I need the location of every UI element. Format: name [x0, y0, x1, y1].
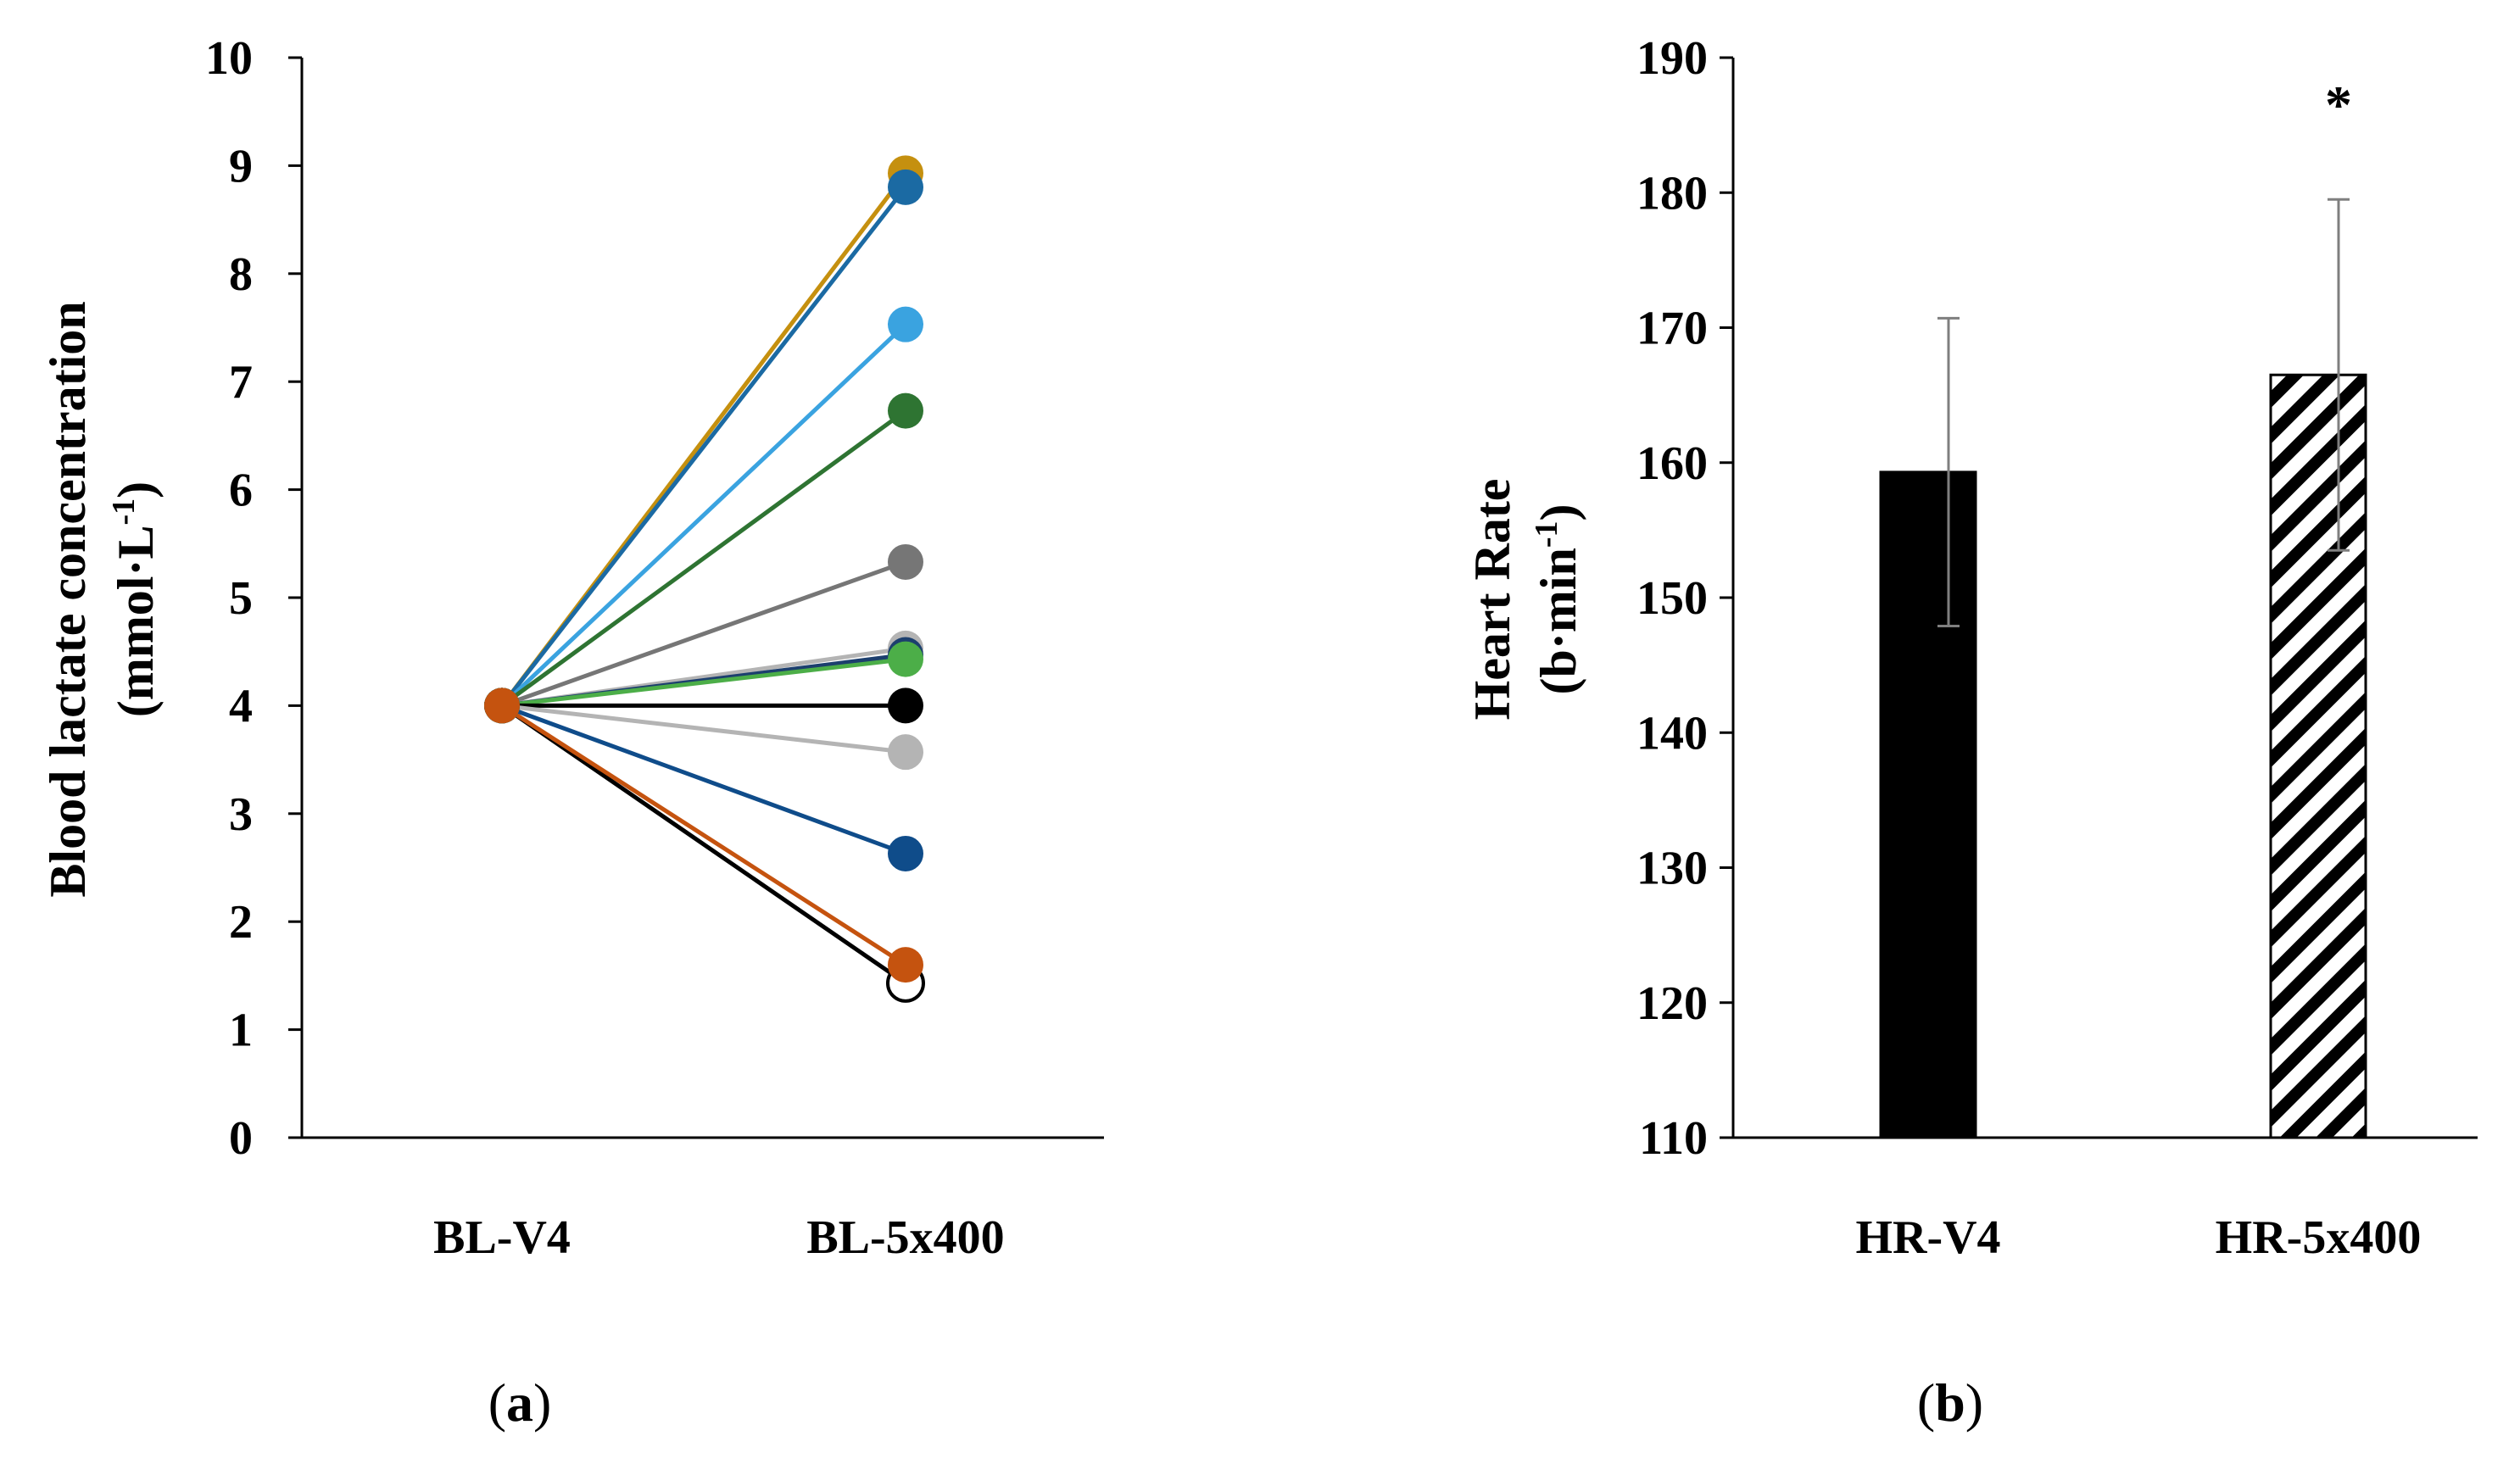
panel-a-y-tick-label: 1 [229, 1005, 253, 1057]
panel-b-y-tick-label: 120 [1636, 977, 1708, 1030]
panel-a-point-subject-5 [888, 543, 923, 580]
panel-a-point-subject-2 [888, 169, 923, 205]
panel-a-point-subject-13 [484, 687, 520, 724]
panel-b-y-label-line1: Heart Rate [1464, 479, 1520, 721]
panel-a-point-subject-13 [888, 947, 923, 983]
panel-a-line-subject-3 [500, 322, 907, 708]
panel-a-y-tick-label: 9 [229, 140, 253, 192]
panel-b-y-tick-label: 160 [1636, 437, 1708, 490]
panel-b-bar-chart: 110 120 130 140 150 160 170 180 190 HR-V4 HR-5x40… [1464, 32, 2478, 1433]
panel-a-label: (a) [488, 1372, 552, 1433]
panel-a-point-subject-8 [888, 641, 923, 677]
panel-b-x-category-label: HR-5x400 [2216, 1211, 2422, 1264]
panel-a-point-subject-3 [888, 306, 923, 342]
panel-a-point-subject-10 [888, 734, 923, 771]
panel-b-y-tick-label: 110 [1639, 1112, 1708, 1165]
panel-a-y-label-line1: Blood lactate concentration [40, 301, 96, 897]
panel-b-y-tick-label: 130 [1636, 843, 1708, 895]
panel-b-bar-HR-5x400 [2269, 373, 2367, 1139]
panel-a-y-tick-label: 0 [229, 1112, 253, 1165]
panel-b-y-tick-label: 140 [1636, 707, 1708, 760]
panel-a-point-subject-9 [888, 687, 923, 724]
panel-a-y-tick-label: 4 [229, 680, 253, 732]
panel-b-bar-HR-V4 [1879, 470, 1977, 1139]
panel-b-y-label-line2: (b·min-1) [1529, 504, 1586, 694]
panel-a-y-tick-label: 8 [229, 248, 253, 301]
panel-a-y-tick-label: 6 [229, 465, 253, 517]
panel-a-y-tick-label: 3 [229, 788, 253, 841]
panel-a-x-category-label: BL-5x400 [806, 1211, 1004, 1264]
panel-a-y-tick-label: 10 [205, 32, 253, 85]
panel-a-line-subject-11 [501, 704, 906, 856]
panel-b-x-category-label: HR-V4 [1855, 1211, 2000, 1264]
panel-a-y-tick-label: 5 [229, 572, 253, 625]
panel-b-label: (b) [1917, 1372, 1983, 1433]
panel-b-x-categories: HR-V4 HR-5x400 [1855, 1211, 2421, 1264]
panel-a-line-subject-8 [501, 657, 906, 708]
panel-a-line-subject-10 [501, 703, 906, 754]
panel-a-series-points [484, 155, 925, 1003]
panel-a-point-subject-11 [888, 835, 923, 871]
panel-a-x-category-label: BL-V4 [433, 1211, 571, 1264]
panel-b-bars [1879, 373, 2367, 1139]
panel-a-point-subject-4 [888, 392, 923, 429]
panel-a-line-subject-5 [501, 559, 906, 708]
panel-b-error-bars [1937, 198, 2350, 627]
panel-b-y-tick-label: 170 [1636, 303, 1708, 355]
panel-b-y-ticks: 110 120 130 140 150 160 170 180 190 [1636, 32, 1733, 1165]
panel-a-line-subject-12 [500, 704, 907, 985]
panel-a-line-subject-2 [500, 186, 907, 707]
panel-a-series-lines [500, 171, 907, 985]
panel-a-y-tick-label: 7 [229, 356, 253, 409]
panel-a-line-subject-4 [500, 409, 907, 708]
panel-a-y-ticks: 0 1 2 3 4 5 6 7 8 9 10 [205, 32, 302, 1165]
panel-a-line-chart: 0 1 2 3 4 5 6 7 8 9 10 BL-V4 BL-5x400 Blood lactate… [40, 32, 1104, 1433]
panel-a-x-categories: BL-V4 BL-5x400 [433, 1211, 1005, 1264]
panel-b-y-tick-label: 150 [1636, 572, 1708, 625]
panel-b-significance-asterisk: * [2325, 75, 2352, 135]
panel-a-line-subject-13 [500, 704, 907, 967]
panel-a-y-label-line2: (mmol·L-1) [106, 482, 164, 717]
panel-a-y-tick-label: 2 [229, 896, 253, 949]
panel-b-y-tick-label: 180 [1636, 167, 1708, 220]
panel-b-y-tick-label: 190 [1636, 32, 1708, 85]
